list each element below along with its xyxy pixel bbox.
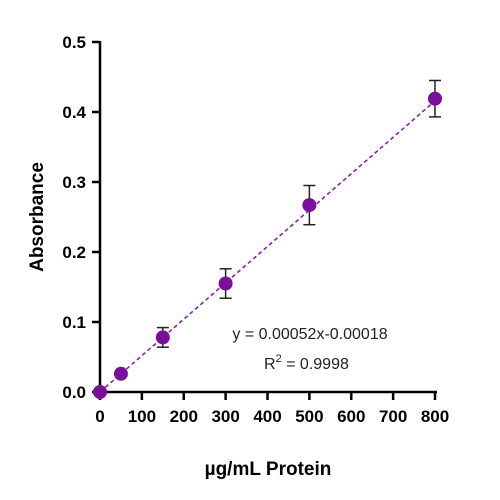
y-tick-label: 0.2 — [62, 243, 86, 262]
x-tick-label: 600 — [337, 407, 365, 426]
data-point — [428, 91, 442, 106]
data-point — [113, 366, 128, 381]
y-tick-label: 0.0 — [62, 383, 86, 402]
r-squared-label: R — [264, 356, 276, 373]
x-tick-label: 700 — [379, 407, 407, 426]
y-tick-label: 0.4 — [62, 103, 86, 122]
y-tick-label: 0.3 — [62, 173, 86, 192]
x-tick-label: 200 — [170, 407, 198, 426]
x-tick-label: 300 — [211, 407, 239, 426]
r-squared-annotation: R2 = 0.9998 — [264, 353, 349, 373]
data-point — [155, 330, 170, 345]
y-axis-title: Absorbance — [27, 162, 48, 272]
y-tick-label: 0.1 — [62, 313, 86, 332]
x-tick-label: 100 — [128, 407, 156, 426]
fit-equation: y = 0.00052x-0.00018 — [232, 326, 387, 343]
fit-line-group — [99, 100, 436, 393]
data-point — [302, 198, 317, 213]
x-tick-label: 800 — [421, 407, 449, 426]
x-axis-title: µg/mL Protein — [205, 459, 332, 480]
x-tick-label: 400 — [253, 407, 281, 426]
x-tick-label: 0 — [95, 407, 104, 426]
r-squared-value: = 0.9998 — [282, 356, 349, 373]
data-points — [93, 91, 442, 399]
y-tick-label: 0.5 — [62, 33, 86, 52]
fit-line — [99, 100, 436, 393]
x-tick-label: 500 — [295, 407, 323, 426]
data-point — [93, 385, 107, 399]
y-ticks: 0.0 0.1 0.2 0.3 0.4 0.5 — [62, 33, 100, 402]
error-bars — [156, 79, 441, 348]
r-squared-exponent: 2 — [276, 353, 282, 365]
x-ticks: 0 100 200 300 400 500 600 700 800 — [95, 392, 449, 426]
data-point — [218, 276, 233, 291]
